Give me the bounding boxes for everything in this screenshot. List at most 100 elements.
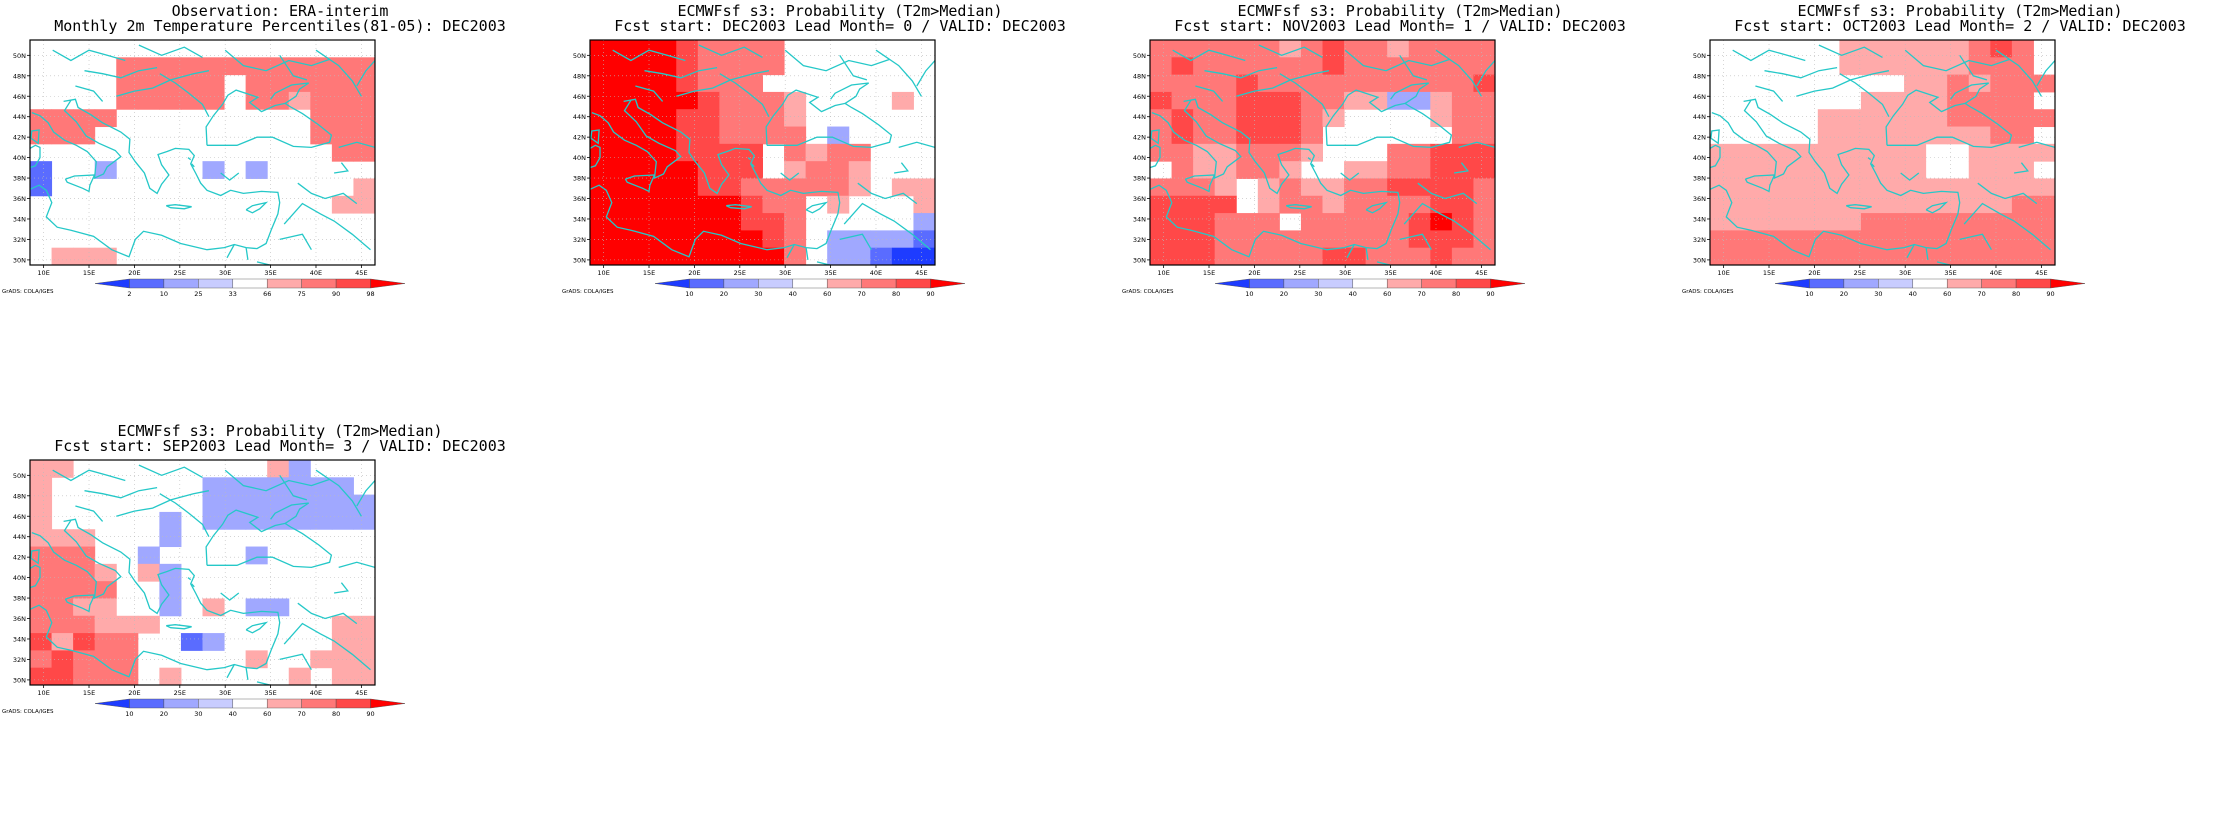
- grid-cell: [1882, 178, 1905, 197]
- grid-cell: [611, 57, 634, 76]
- map-canvas: 30N 32N 34N 36N 38N 40N 42N 44N 46N 48N 50N 10E 15E 2…: [2, 459, 406, 718]
- grid-cell: [310, 109, 333, 128]
- grid-cell: [1860, 161, 1883, 179]
- coastline: [159, 493, 210, 538]
- grid-cell: [245, 161, 268, 179]
- grid-cell: [267, 74, 290, 93]
- grid-cell: [73, 546, 96, 565]
- coastline: [297, 602, 358, 625]
- grid-cell: [1150, 230, 1173, 249]
- lat-tick-label: 38N: [1693, 175, 1706, 183]
- grid-cell: [1882, 195, 1905, 214]
- lat-tick-label: 46N: [1693, 93, 1706, 101]
- map-panel: ECMWFsf s3: Probability (T2m>Median) Fcst…: [0, 420, 560, 840]
- grid-cell: [30, 126, 53, 145]
- grid-cell: [1990, 213, 2013, 231]
- coastline: [165, 624, 192, 630]
- grid-cell: [1753, 178, 1776, 197]
- scale-tick-label: 10: [1805, 290, 1813, 298]
- panel-title: ECMWFsf s3: Probability (T2m>Median): [117, 422, 443, 440]
- grid-cell: [1925, 74, 1948, 93]
- coastline: [64, 174, 96, 193]
- grid-cell: [1904, 57, 1927, 76]
- grid-cell: [1387, 161, 1410, 179]
- grid-cell: [245, 74, 268, 93]
- grid-cell: [1710, 161, 1733, 179]
- grid-cell: [1300, 57, 1323, 76]
- lon-tick-label: 45E: [355, 689, 367, 697]
- grid-cell: [245, 57, 268, 76]
- grid-cell: [719, 91, 742, 110]
- grid-cell: [1300, 40, 1323, 58]
- grid-cell: [116, 650, 139, 669]
- lat-tick-label: 42N: [13, 554, 26, 562]
- scale-tick-label: 33: [229, 290, 237, 298]
- grid-cell: [676, 91, 699, 110]
- grid-cell: [1236, 213, 1259, 231]
- grid-cell: [1925, 57, 1948, 76]
- grid-cell: [784, 109, 807, 128]
- grid-cell: [51, 247, 74, 266]
- coastline: [676, 70, 770, 97]
- grid-cell: [590, 74, 613, 93]
- grid-cell: [1817, 109, 1840, 128]
- lat-tick-label: 42N: [13, 134, 26, 142]
- coastline: [224, 49, 330, 72]
- grid-cell: [1925, 109, 1948, 128]
- coastline: [1311, 163, 1315, 168]
- grid-cell: [137, 57, 160, 76]
- grid-cell: [331, 91, 354, 110]
- coastline: [1458, 141, 1495, 149]
- grid-cell: [1473, 161, 1496, 179]
- coastline: [1936, 261, 1951, 265]
- coastline: [1403, 202, 1491, 251]
- grid-cell: [94, 615, 117, 634]
- grid-cell: [2033, 74, 2056, 93]
- lon-tick-label: 20E: [688, 269, 700, 277]
- grid-cell: [1968, 126, 1991, 145]
- grid-cell: [1925, 178, 1948, 197]
- lat-tick-label: 48N: [1133, 72, 1146, 80]
- lat-tick-label: 36N: [13, 195, 26, 203]
- grid-cell: [1860, 178, 1883, 197]
- grid-cell: [590, 91, 613, 110]
- grid-cell: [1279, 109, 1302, 128]
- grid-cell: [30, 615, 53, 634]
- grid-cell: [2011, 213, 2034, 231]
- grid-cell: [2033, 143, 2056, 162]
- coastline: [784, 49, 890, 72]
- coastline: [1279, 73, 1330, 118]
- grid-cell: [1300, 109, 1323, 128]
- scale-tick-label: 10: [125, 710, 133, 718]
- grid-cell: [1753, 247, 1776, 266]
- grid-cell: [1947, 247, 1970, 266]
- grid-cell: [1387, 247, 1410, 266]
- grid-cell: [1257, 230, 1280, 249]
- scale-tick-label: 90: [332, 290, 340, 298]
- coastline: [297, 182, 358, 205]
- coastline: [1710, 98, 1961, 258]
- grid-cell: [30, 546, 53, 565]
- grid-cell: [1451, 195, 1474, 214]
- color-scale-bar: [94, 278, 406, 289]
- grid-cell: [1731, 178, 1754, 197]
- grid-cell: [137, 546, 160, 565]
- grid-cell: [1344, 74, 1367, 93]
- grid-cell: [245, 598, 268, 617]
- coastline: [334, 582, 349, 594]
- grid-cell: [784, 213, 807, 231]
- grid-cell: [1214, 213, 1237, 231]
- grid-cell: [1430, 213, 1453, 231]
- grid-cell: [1150, 213, 1173, 231]
- grid-cell: [1925, 230, 1948, 249]
- grid-cell: [116, 633, 139, 651]
- grid-cell: [2011, 247, 2034, 266]
- grid-cell: [1322, 213, 1345, 231]
- grid-cell: [1904, 195, 1927, 214]
- grid-cell: [1904, 143, 1927, 162]
- scale-tick-label: 20: [1840, 290, 1848, 298]
- coastline: [1150, 129, 1160, 145]
- grid-cell: [719, 57, 742, 76]
- grid-cell: [30, 161, 53, 179]
- grid-cell: [1150, 195, 1173, 214]
